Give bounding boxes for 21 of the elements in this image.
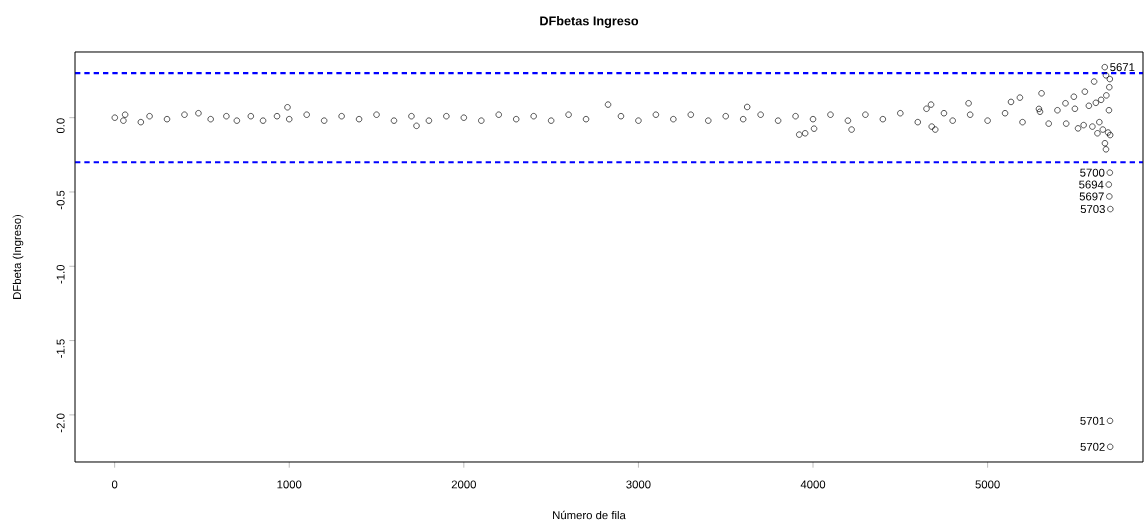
chart-title: DFbetas Ingreso xyxy=(540,16,639,28)
y-tick-label: -1.0 xyxy=(56,264,65,284)
y-tick-label: -2.0 xyxy=(56,413,65,433)
annotation: 5703 xyxy=(1080,205,1105,214)
annotation: 5701 xyxy=(1080,416,1105,425)
x-tick-label: 0 xyxy=(111,480,118,489)
x-axis-title: Número de fila xyxy=(553,510,626,520)
x-tick-label: 3000 xyxy=(626,480,651,489)
annotation: 5697 xyxy=(1079,192,1104,201)
y-tick-label: 0.0 xyxy=(56,118,65,134)
y-tick-label: -1.5 xyxy=(56,339,65,358)
y-axis-title: DFbeta (Ingreso) xyxy=(12,214,24,299)
x-tick-label: 4000 xyxy=(800,480,826,489)
annotation: 5671 xyxy=(1110,63,1135,72)
annotation: 5700 xyxy=(1080,168,1105,177)
y-tick-label: -0.5 xyxy=(56,190,65,210)
x-tick-label: 2000 xyxy=(451,480,476,489)
annotation: 5702 xyxy=(1080,442,1105,451)
x-tick-label: 1000 xyxy=(277,480,302,489)
annotation: 5694 xyxy=(1079,180,1104,189)
x-tick-label: 5000 xyxy=(975,480,1000,489)
